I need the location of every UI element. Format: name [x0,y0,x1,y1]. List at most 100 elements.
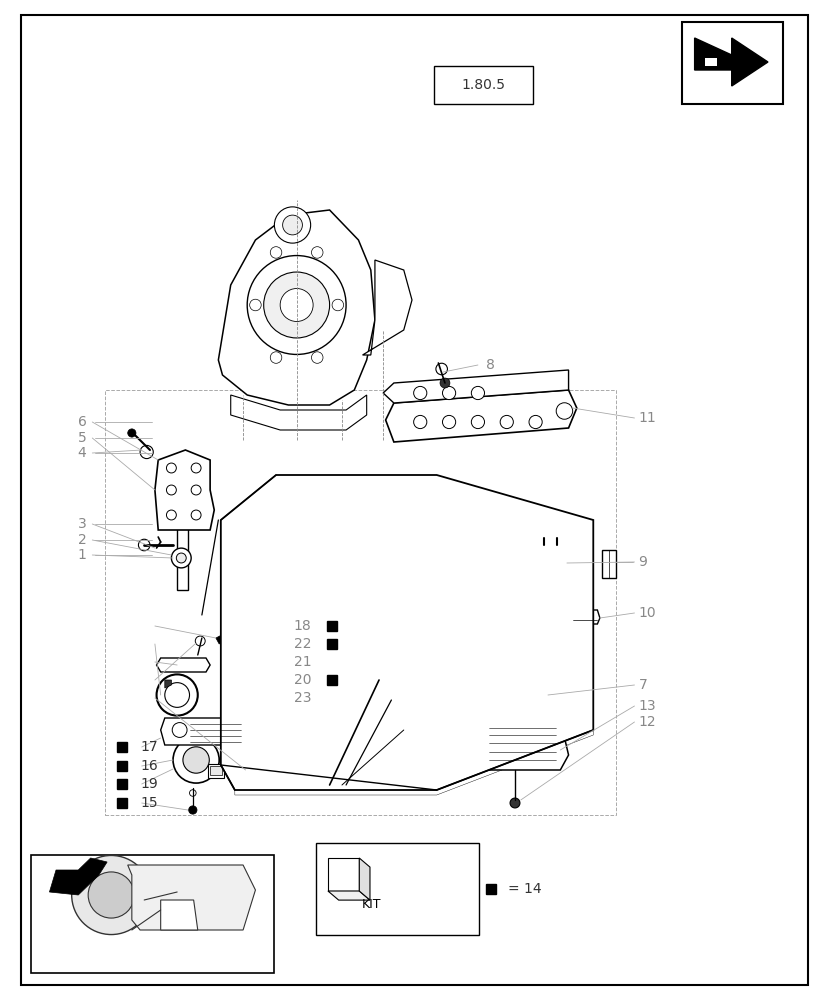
Circle shape [239,607,305,673]
Polygon shape [359,858,370,900]
Polygon shape [527,590,593,700]
Circle shape [138,539,150,551]
Polygon shape [272,756,282,765]
Circle shape [375,609,416,651]
Circle shape [500,415,513,429]
Polygon shape [249,762,262,776]
Text: 18: 18 [293,619,311,633]
Circle shape [157,674,198,716]
Polygon shape [328,858,359,891]
Bar [117,761,127,771]
Polygon shape [218,210,375,405]
Circle shape [250,299,261,311]
Text: 13: 13 [639,699,656,713]
Circle shape [195,636,205,646]
Polygon shape [49,858,107,895]
Circle shape [166,510,176,520]
Polygon shape [328,891,370,900]
Polygon shape [155,450,214,530]
Circle shape [172,723,187,737]
Circle shape [471,386,485,400]
Polygon shape [161,900,198,930]
Bar [31,855,274,973]
Circle shape [173,737,219,783]
Text: 8: 8 [486,358,495,372]
Text: 23: 23 [294,691,311,705]
Circle shape [247,256,346,354]
Polygon shape [383,370,569,403]
Circle shape [358,593,433,667]
Circle shape [166,485,176,495]
Text: 12: 12 [639,715,656,729]
Polygon shape [297,760,412,785]
Bar [485,884,496,894]
Text: 20: 20 [294,673,311,687]
Polygon shape [269,753,284,768]
Circle shape [510,798,520,808]
Bar [682,22,783,104]
Bar [327,621,337,631]
Bar [105,390,616,815]
Text: 1: 1 [77,548,87,562]
Polygon shape [221,475,593,790]
Polygon shape [208,764,224,778]
Text: 19: 19 [140,777,158,791]
Bar [316,843,479,935]
Text: 5: 5 [77,431,87,445]
Circle shape [165,683,190,707]
Text: = 14: = 14 [508,882,541,896]
Circle shape [332,299,344,311]
Polygon shape [288,490,437,565]
Polygon shape [386,390,577,442]
Text: 17: 17 [140,740,157,754]
Circle shape [283,215,302,235]
Bar [117,742,127,752]
Circle shape [183,747,209,773]
Text: 1.80.5: 1.80.5 [461,78,506,92]
Circle shape [472,584,525,636]
Circle shape [436,363,447,375]
Polygon shape [157,658,210,672]
Circle shape [191,485,201,495]
Circle shape [166,463,176,473]
Circle shape [171,548,191,568]
Polygon shape [177,510,188,590]
Polygon shape [570,610,600,624]
Text: 9: 9 [639,555,648,569]
Polygon shape [216,632,231,644]
Circle shape [208,879,250,921]
Circle shape [176,553,186,563]
Circle shape [274,207,311,243]
Circle shape [270,247,282,258]
Circle shape [264,272,330,338]
Polygon shape [478,720,569,770]
Polygon shape [363,260,412,355]
Polygon shape [231,395,367,430]
Circle shape [191,510,201,520]
Bar [327,639,337,649]
Circle shape [270,352,282,363]
Text: 15: 15 [140,796,157,810]
Bar [117,779,127,789]
Text: 10: 10 [639,606,656,620]
Text: 3: 3 [77,517,87,531]
Text: 22: 22 [294,637,311,651]
Circle shape [311,352,323,363]
Circle shape [414,386,427,400]
Polygon shape [165,680,171,688]
Circle shape [442,415,456,429]
Polygon shape [705,58,717,66]
Circle shape [128,429,136,437]
Polygon shape [161,718,247,745]
Circle shape [190,790,196,796]
Polygon shape [243,735,288,755]
Circle shape [515,544,556,586]
Polygon shape [128,865,255,930]
Circle shape [414,415,427,429]
Polygon shape [602,550,616,578]
Circle shape [556,403,573,419]
Bar [327,675,337,685]
Polygon shape [695,38,768,86]
Polygon shape [210,766,222,775]
Bar [434,66,533,104]
